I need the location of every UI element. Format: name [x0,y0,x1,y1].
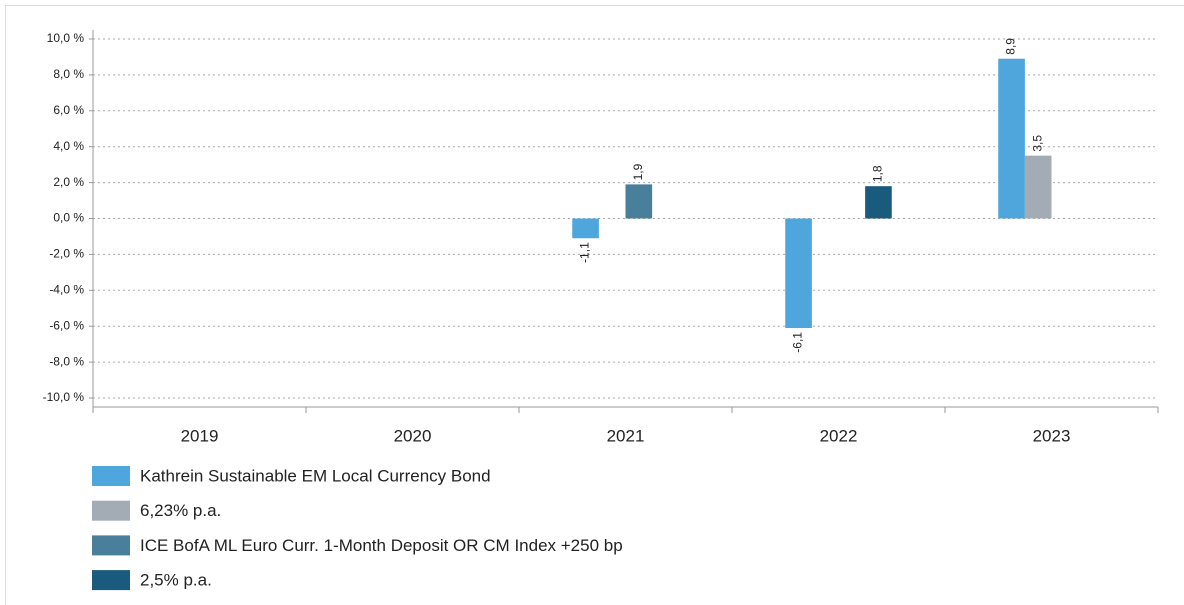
bar [1024,155,1052,219]
y-tick-label: -4,0 % [49,282,84,296]
legend-swatch [92,535,130,556]
y-tick-label: -10,0 % [43,390,85,404]
bar [785,218,812,329]
y-tick-label: 6,0 % [53,103,84,117]
x-tick-label: 2023 [1033,426,1071,445]
y-tick-label: 0,0 % [53,211,84,225]
y-tick-label: 4,0 % [53,139,84,153]
legend-label: Kathrein Sustainable EM Local Currency B… [140,466,491,485]
x-tick-label: 2021 [607,426,645,445]
y-tick-label: -6,0 % [49,318,84,332]
x-tick-label: 2020 [394,426,432,445]
y-tick-label: -2,0 % [49,247,84,261]
legend-label: 2,5% p.a. [140,571,212,590]
y-tick-label: 2,0 % [53,175,84,189]
x-tick-label: 2022 [820,426,858,445]
legend-swatch [92,500,130,521]
value-label: -6,1 [791,332,805,353]
bar [865,186,892,219]
legend-swatch [92,466,130,486]
value-label: 8,9 [1004,38,1018,55]
value-label: -1,1 [578,242,592,263]
value-label: 1,9 [631,163,645,180]
y-tick-label: 8,0 % [53,67,84,81]
x-tick-label: 2019 [181,426,219,445]
legend-label: ICE BofA ML Euro Curr. 1-Month Deposit O… [140,536,623,555]
bar [625,184,653,219]
legend-label: 6,23% p.a. [140,501,221,520]
y-tick-label: -8,0 % [49,354,84,368]
bar [998,58,1025,219]
y-tick-label: 10,0 % [47,31,85,45]
frame [5,5,1184,605]
bar [572,218,599,239]
legend-swatch [92,570,130,591]
value-label: 1,8 [871,165,885,182]
value-label: 3,5 [1030,135,1044,152]
